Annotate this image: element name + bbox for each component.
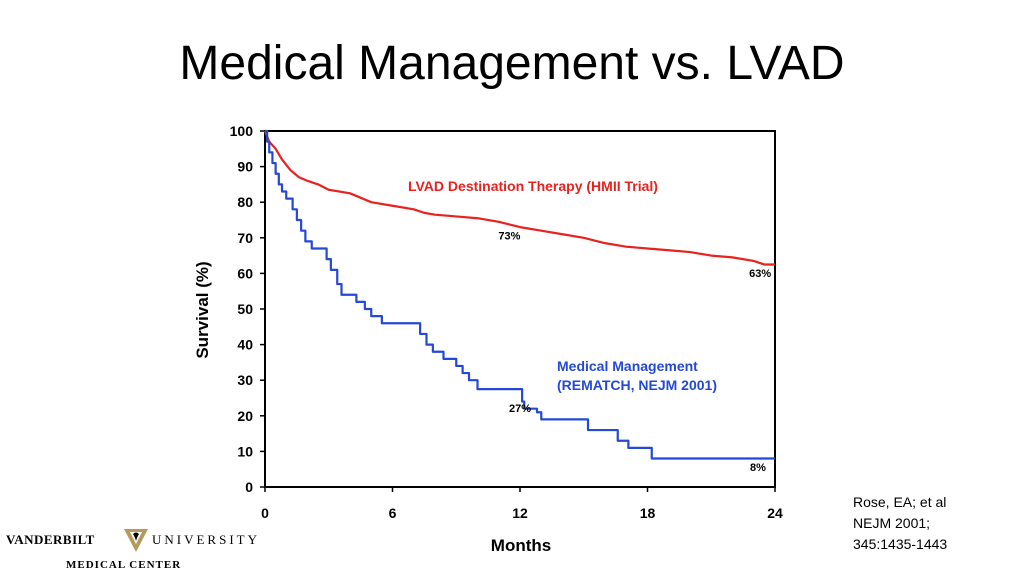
- citation-line-2: NEJM 2001;: [853, 515, 931, 531]
- y-tick-label: 60: [237, 265, 253, 281]
- slide-title: Medical Management vs. LVAD: [179, 37, 845, 90]
- logo-right-text: UNIVERSITY: [152, 532, 260, 547]
- y-tick-label: 70: [237, 230, 253, 246]
- chart-annotations: 73% 63% 27% 8%: [498, 231, 771, 474]
- citation-line-1: Rose, EA; et al: [853, 494, 947, 510]
- lvad-survival-line: [263, 130, 775, 266]
- lvad-series-label: LVAD Destination Therapy (HMII Trial): [408, 178, 658, 194]
- percent-annotation: 27%: [509, 403, 531, 415]
- y-tick-label: 0: [245, 479, 253, 495]
- chart-ticks: 0 10 20 30 40 50 60 70 80 90 100 0 6 12 18 24: [230, 123, 783, 521]
- vanderbilt-logo: VANDERBILT UNIVERSITY MEDICAL CENTER: [6, 526, 266, 576]
- logo-left-text: VANDERBILT: [6, 532, 95, 547]
- citation: Rose, EA; et al NEJM 2001; 345:1435-1443: [853, 492, 947, 555]
- x-tick-label: 12: [512, 505, 528, 521]
- chart-series: [263, 129, 775, 460]
- percent-annotation: 73%: [498, 231, 520, 243]
- y-tick-label: 10: [237, 443, 253, 459]
- x-tick-label: 18: [640, 505, 656, 521]
- medical-series-label-line1: Medical Management: [557, 358, 698, 374]
- vanderbilt-v-oak-leaf-icon: [124, 529, 148, 552]
- y-tick-label: 30: [237, 372, 253, 388]
- x-tick-label: 0: [261, 505, 269, 521]
- chart-labels: LVAD Destination Therapy (HMII Trial) Me…: [193, 178, 717, 555]
- y-tick-label: 80: [237, 194, 253, 210]
- y-tick-label: 20: [237, 408, 253, 424]
- y-tick-label: 90: [237, 159, 253, 175]
- x-tick-label: 24: [767, 505, 783, 521]
- y-tick-label: 40: [237, 337, 253, 353]
- y-tick-label: 100: [230, 123, 254, 139]
- medical-series-label-line2: (REMATCH, NEJM 2001): [557, 377, 717, 393]
- x-tick-label: 6: [389, 505, 397, 521]
- citation-line-3: 345:1435-1443: [853, 536, 948, 552]
- logo-sub-text: MEDICAL CENTER: [66, 559, 182, 571]
- percent-annotation: 63%: [749, 268, 771, 280]
- x-axis-title: Months: [491, 536, 551, 555]
- y-tick-label: 50: [237, 301, 253, 317]
- medical-survival-line: [265, 129, 775, 460]
- percent-annotation: 8%: [750, 462, 766, 474]
- y-axis-title: Survival (%): [193, 261, 212, 358]
